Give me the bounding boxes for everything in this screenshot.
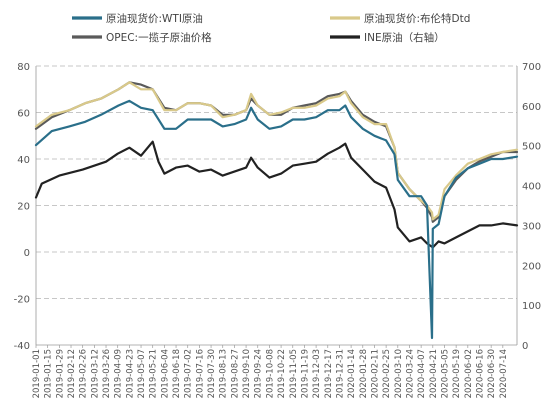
x-tick-label: 2020-04-21 bbox=[429, 349, 439, 398]
y-right-tick-label: 500 bbox=[522, 142, 541, 153]
x-tick-label: 2019-05-07 bbox=[137, 349, 147, 398]
x-tick-label: 2019-04-23 bbox=[125, 349, 135, 398]
y-right-tick-label: 600 bbox=[522, 102, 541, 113]
x-tick-label: 2020-03-24 bbox=[405, 349, 415, 398]
x-tick-label: 2020-04-07 bbox=[417, 349, 427, 398]
x-tick-label: 2019-02-26 bbox=[79, 349, 89, 398]
y-left-tick-label: -20 bbox=[14, 295, 30, 306]
series-line-3 bbox=[34, 140, 519, 249]
series-line-0 bbox=[34, 99, 519, 340]
axes bbox=[35, 65, 518, 346]
x-tick-label: 2019-10-22 bbox=[277, 349, 287, 398]
series-line-2 bbox=[34, 81, 519, 223]
x-tick-label: 2019-11-05 bbox=[289, 349, 299, 398]
x-tick-label: 2020-06-30 bbox=[487, 349, 497, 398]
x-tick-label: 2019-12-03 bbox=[312, 349, 322, 398]
y-left-tick-label: 0 bbox=[24, 248, 30, 259]
x-tick-label: 2020-03-10 bbox=[394, 349, 404, 398]
x-tick-label: 2020-01-14 bbox=[347, 349, 357, 398]
series-lines bbox=[34, 81, 519, 340]
x-tick-label: 2019-01-01 bbox=[32, 349, 42, 398]
x-tick-label: 2020-06-16 bbox=[475, 349, 485, 398]
y-left-tick-label: 40 bbox=[17, 155, 30, 166]
x-tick-label: 2019-07-16 bbox=[195, 349, 205, 398]
x-tick-label: 2019-09-10 bbox=[242, 349, 252, 398]
x-tick-label: 2020-05-05 bbox=[440, 349, 450, 398]
x-tick-label: 2019-06-04 bbox=[160, 349, 170, 398]
x-tick-label: 2019-01-15 bbox=[44, 349, 54, 398]
x-tick-label: 2019-08-13 bbox=[219, 349, 229, 398]
y-axis-right-ticks: 0 100 200 300 400 500 600 700 bbox=[522, 62, 541, 352]
x-tick-label: 2019-10-08 bbox=[265, 349, 275, 398]
y-right-tick-label: 200 bbox=[522, 261, 541, 272]
x-tick-label: 2020-02-11 bbox=[370, 349, 380, 398]
x-tick-label: 2019-02-12 bbox=[67, 349, 77, 398]
legend: 原油现货价:WTI原油 原油现货价:布伦特Dtd OPEC:一揽子原油价格 INE原油… bbox=[72, 12, 470, 44]
x-tick-label: 2019-11-19 bbox=[300, 349, 310, 398]
y-right-tick-label: 100 bbox=[522, 301, 541, 312]
x-tick-label: 2019-07-30 bbox=[207, 349, 217, 398]
x-tick-label: 2019-12-31 bbox=[335, 349, 345, 398]
x-tick-label: 2019-01-29 bbox=[55, 349, 65, 398]
y-left-tick-label: 20 bbox=[17, 202, 30, 213]
x-tick-label: 2020-01-28 bbox=[359, 349, 369, 398]
y-right-tick-label: 400 bbox=[522, 182, 541, 193]
y-axis-left-ticks: -40 -20 0 20 40 60 80 bbox=[14, 62, 30, 352]
legend-label: 原油现货价:布伦特Dtd bbox=[364, 12, 470, 25]
y-left-tick-label: -40 bbox=[14, 341, 30, 352]
x-tick-label: 2020-02-25 bbox=[382, 349, 392, 398]
x-tick-label: 2019-09-24 bbox=[254, 349, 264, 398]
y-right-tick-label: 0 bbox=[522, 341, 528, 352]
legend-label: INE原油（右轴） bbox=[364, 31, 445, 44]
y-right-tick-label: 300 bbox=[522, 221, 541, 232]
y-right-tick-label: 700 bbox=[522, 62, 541, 73]
y-left-tick-label: 80 bbox=[17, 62, 30, 73]
x-tick-label: 2020-07-14 bbox=[499, 349, 509, 398]
x-tick-label: 2019-12-17 bbox=[324, 349, 334, 398]
x-tick-label: 2019-08-27 bbox=[230, 349, 240, 398]
y-left-tick-label: 60 bbox=[17, 109, 30, 120]
x-tick-label: 2019-07-02 bbox=[184, 349, 194, 398]
legend-label: OPEC:一揽子原油价格 bbox=[106, 31, 212, 44]
x-tick-label: 2019-06-18 bbox=[172, 349, 182, 398]
legend-label: 原油现货价:WTI原油 bbox=[106, 12, 203, 25]
x-tick-label: 2019-05-21 bbox=[149, 349, 159, 398]
x-tick-label: 2020-06-02 bbox=[464, 349, 474, 398]
x-axis-ticks: 2019-01-01 2019-01-15 2019-01-29 2019-02-12… bbox=[32, 345, 509, 398]
x-tick-label: 2019-04-09 bbox=[114, 349, 124, 398]
grid-lines bbox=[36, 112, 517, 299]
x-tick-label: 2019-03-26 bbox=[102, 349, 112, 398]
series-line-1 bbox=[34, 81, 519, 221]
x-tick-label: 2020-05-19 bbox=[452, 349, 462, 398]
x-tick-label: 2019-03-12 bbox=[90, 349, 100, 398]
